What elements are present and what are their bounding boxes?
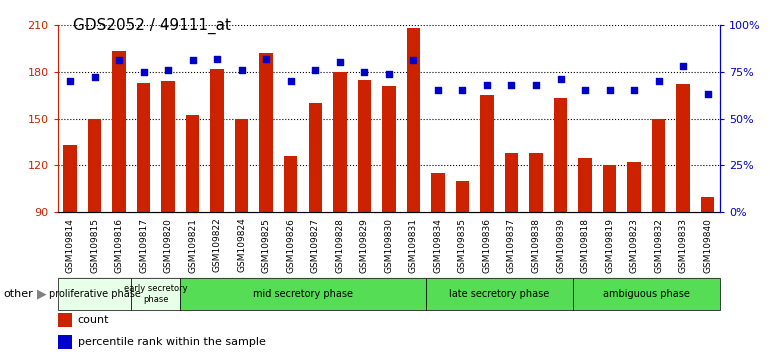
Bar <box>58 314 72 327</box>
Point <box>432 87 444 93</box>
Bar <box>210 69 224 212</box>
Bar <box>676 84 690 212</box>
Point <box>358 69 370 74</box>
Bar <box>426 278 573 310</box>
Text: count: count <box>78 315 109 325</box>
Point <box>554 76 567 82</box>
Bar <box>284 156 297 212</box>
Text: GSM109824: GSM109824 <box>237 218 246 272</box>
Bar <box>58 278 132 310</box>
Point <box>260 56 273 61</box>
Point <box>628 87 641 93</box>
Bar <box>162 81 175 212</box>
Text: GSM109831: GSM109831 <box>409 218 418 273</box>
Bar <box>554 98 567 212</box>
Point <box>677 63 689 69</box>
Text: GSM109821: GSM109821 <box>188 218 197 273</box>
Bar <box>137 82 150 212</box>
Point <box>89 74 101 80</box>
Text: GSM109822: GSM109822 <box>213 218 222 272</box>
Bar <box>456 181 469 212</box>
Text: ▶: ▶ <box>37 287 46 300</box>
Bar <box>480 95 494 212</box>
Text: GSM109836: GSM109836 <box>483 218 491 273</box>
Bar <box>431 173 444 212</box>
Text: percentile rank within the sample: percentile rank within the sample <box>78 337 266 347</box>
Text: GSM109838: GSM109838 <box>531 218 541 273</box>
Point <box>480 82 493 88</box>
Text: GSM109835: GSM109835 <box>458 218 467 273</box>
Point <box>604 87 616 93</box>
Bar <box>112 51 126 212</box>
Point <box>383 71 395 76</box>
Bar <box>132 278 180 310</box>
Text: GSM109818: GSM109818 <box>581 218 590 273</box>
Text: proliferative phase: proliferative phase <box>49 289 140 299</box>
Bar <box>382 86 396 212</box>
Bar <box>186 115 199 212</box>
Point <box>309 67 321 73</box>
Text: GSM109830: GSM109830 <box>384 218 393 273</box>
Text: GSM109815: GSM109815 <box>90 218 99 273</box>
Text: other: other <box>4 289 34 299</box>
Text: GSM109814: GSM109814 <box>65 218 75 273</box>
Bar <box>333 72 347 212</box>
Text: GSM109820: GSM109820 <box>163 218 172 273</box>
Text: GSM109816: GSM109816 <box>115 218 123 273</box>
Point <box>701 91 714 97</box>
Text: mid secretory phase: mid secretory phase <box>253 289 353 299</box>
Bar <box>573 278 720 310</box>
Text: GSM109829: GSM109829 <box>360 218 369 273</box>
Point <box>285 78 297 84</box>
Text: GSM109825: GSM109825 <box>262 218 271 273</box>
Bar <box>505 153 518 212</box>
Point <box>211 56 223 61</box>
Point <box>652 78 665 84</box>
Point <box>162 67 174 73</box>
Bar <box>88 119 102 212</box>
Text: GSM109819: GSM109819 <box>605 218 614 273</box>
Bar <box>578 158 592 212</box>
Point <box>113 58 126 63</box>
Point <box>236 67 248 73</box>
Text: GSM109837: GSM109837 <box>507 218 516 273</box>
Text: GSM109826: GSM109826 <box>286 218 295 273</box>
Text: GSM109834: GSM109834 <box>434 218 443 273</box>
Point <box>407 58 420 63</box>
Text: GSM109817: GSM109817 <box>139 218 148 273</box>
Point <box>333 59 346 65</box>
Text: GSM109827: GSM109827 <box>311 218 320 273</box>
Text: ambiguous phase: ambiguous phase <box>603 289 690 299</box>
Text: GSM109833: GSM109833 <box>678 218 688 273</box>
Bar <box>259 53 273 212</box>
Text: GSM109823: GSM109823 <box>630 218 638 273</box>
Point <box>505 82 517 88</box>
Bar <box>357 80 371 212</box>
Point <box>457 87 469 93</box>
Bar <box>603 165 616 212</box>
Bar <box>407 28 420 212</box>
Bar <box>58 335 72 348</box>
Point <box>64 78 76 84</box>
Bar <box>235 119 249 212</box>
Bar <box>628 162 641 212</box>
Text: late secretory phase: late secretory phase <box>449 289 549 299</box>
Text: early secretory
phase: early secretory phase <box>124 284 188 303</box>
Text: GSM109828: GSM109828 <box>335 218 344 273</box>
Bar <box>701 197 715 212</box>
Text: GSM109839: GSM109839 <box>556 218 565 273</box>
Bar <box>529 153 543 212</box>
Point <box>579 87 591 93</box>
Bar <box>63 145 77 212</box>
Bar <box>180 278 426 310</box>
Bar <box>652 119 665 212</box>
Text: GDS2052 / 49111_at: GDS2052 / 49111_at <box>73 18 231 34</box>
Point <box>137 69 149 74</box>
Text: GSM109832: GSM109832 <box>654 218 663 273</box>
Point <box>530 82 542 88</box>
Point <box>186 58 199 63</box>
Text: GSM109840: GSM109840 <box>703 218 712 273</box>
Bar <box>309 103 322 212</box>
